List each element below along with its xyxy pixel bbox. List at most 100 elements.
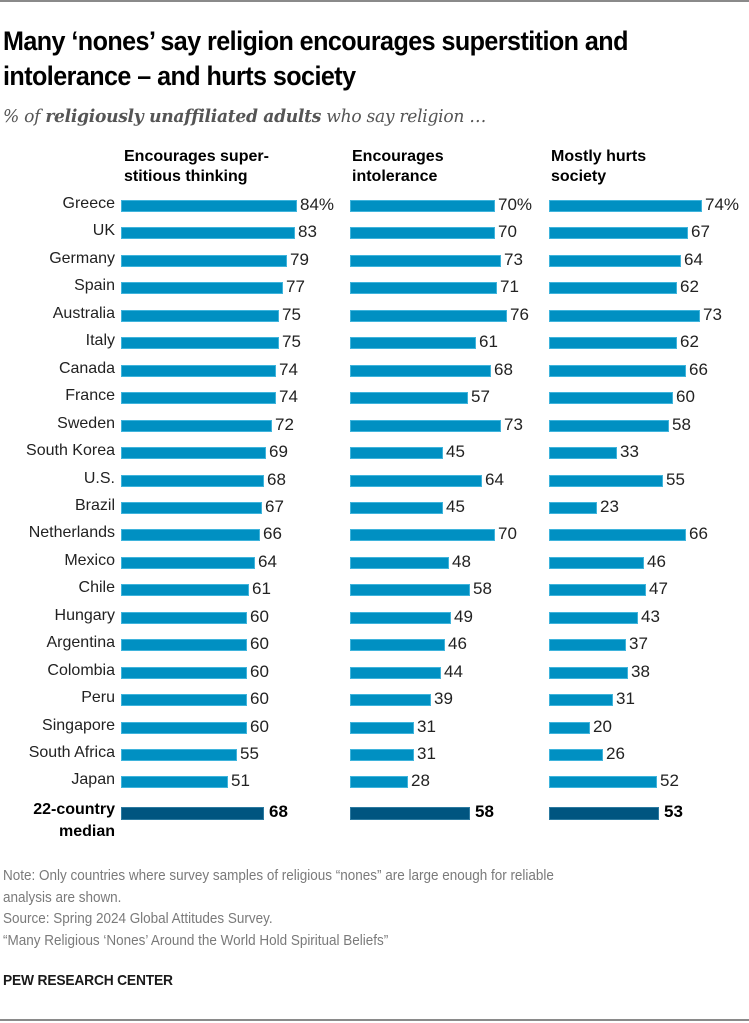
bar-3[interactable] (549, 667, 628, 679)
bar-3[interactable] (549, 557, 644, 569)
bar-2[interactable] (350, 282, 497, 294)
bar-3[interactable] (549, 337, 677, 349)
bar-1[interactable] (121, 639, 247, 651)
bar-2[interactable] (350, 612, 451, 624)
chart-title: Many ‘nones’ say religion encourages sup… (3, 24, 696, 94)
value-label: 44 (444, 662, 463, 681)
bar-3[interactable] (549, 282, 677, 294)
value-label: 64 (485, 470, 504, 489)
bar-3[interactable] (549, 227, 688, 239)
bar-2[interactable] (350, 475, 482, 487)
bar-3[interactable] (549, 475, 663, 487)
value-label: 76 (510, 305, 529, 324)
value-label: 62 (680, 332, 699, 351)
bar-3[interactable] (549, 722, 590, 734)
bar-3[interactable] (549, 776, 657, 788)
bar-2[interactable] (350, 722, 414, 734)
bar-1[interactable] (121, 337, 279, 349)
bar-3[interactable] (549, 365, 686, 377)
bar-3[interactable] (549, 392, 673, 404)
country-label: Sweden (57, 415, 115, 432)
bar-1[interactable] (121, 282, 283, 294)
bar-2[interactable] (350, 502, 443, 514)
bar-1[interactable] (121, 722, 247, 734)
bar-1[interactable] (121, 502, 262, 514)
bar-3[interactable] (549, 529, 686, 541)
value-label: 71 (500, 277, 519, 296)
bar-2[interactable] (350, 365, 491, 377)
country-label: Greece (62, 195, 115, 212)
panel-header-hurts-society: Mostly hurts society (551, 147, 646, 187)
bar-3[interactable] (549, 447, 617, 459)
value-label: 52 (660, 771, 679, 790)
bar-2[interactable] (350, 557, 449, 569)
country-label: Peru (81, 689, 115, 706)
bar-2[interactable] (350, 420, 501, 432)
value-label: 70% (498, 195, 533, 214)
bar-2[interactable] (350, 255, 501, 267)
bar-2[interactable] (350, 749, 414, 761)
median-bar-2[interactable] (350, 807, 470, 820)
bar-1[interactable] (121, 255, 287, 267)
bar-3[interactable] (549, 612, 638, 624)
value-label: 45 (446, 442, 465, 461)
bar-2[interactable] (350, 227, 495, 239)
bar-2[interactable] (350, 392, 468, 404)
bar-1[interactable] (121, 310, 279, 322)
bar-1[interactable] (121, 667, 247, 679)
bar-2[interactable] (350, 447, 443, 459)
panel-header-line1: Encourages super- (124, 148, 269, 165)
bar-1[interactable] (121, 200, 297, 212)
value-label: 73 (504, 250, 523, 269)
bar-1[interactable] (121, 447, 266, 459)
bar-3[interactable] (549, 502, 597, 514)
bar-1[interactable] (121, 612, 247, 624)
value-label: 20 (593, 717, 612, 736)
bar-2[interactable] (350, 584, 470, 596)
value-label: 61 (252, 579, 271, 598)
value-label: 51 (231, 771, 250, 790)
bar-1[interactable] (121, 529, 260, 541)
bar-3[interactable] (549, 584, 646, 596)
bar-2[interactable] (350, 310, 507, 322)
bar-2[interactable] (350, 337, 476, 349)
bar-1[interactable] (121, 227, 295, 239)
value-label: 60 (250, 717, 269, 736)
bar-1[interactable] (121, 749, 237, 761)
bar-1[interactable] (121, 694, 247, 706)
value-label: 73 (504, 415, 523, 434)
bar-1[interactable] (121, 584, 249, 596)
bar-3[interactable] (549, 694, 613, 706)
bar-2[interactable] (350, 667, 441, 679)
value-label: 49 (454, 607, 473, 626)
bar-2[interactable] (350, 694, 431, 706)
bar-1[interactable] (121, 475, 264, 487)
bar-3[interactable] (549, 310, 700, 322)
bar-3[interactable] (549, 420, 669, 432)
value-label: 39 (434, 689, 453, 708)
value-label: 73 (703, 305, 722, 324)
value-label: 79 (290, 250, 309, 269)
bar-1[interactable] (121, 392, 276, 404)
median-row-label: 22-country median (33, 799, 115, 843)
median-bar-1[interactable] (121, 807, 264, 820)
bar-3[interactable] (549, 639, 626, 651)
bar-3[interactable] (549, 200, 702, 212)
bar-1[interactable] (121, 557, 255, 569)
value-label: 45 (446, 497, 465, 516)
source-line: Source: Spring 2024 Global Attitudes Sur… (3, 911, 273, 927)
value-label: 60 (250, 662, 269, 681)
bar-2[interactable] (350, 776, 408, 788)
bar-3[interactable] (549, 255, 681, 267)
value-label: 66 (263, 524, 282, 543)
bar-2[interactable] (350, 529, 495, 541)
median-bar-3[interactable] (549, 807, 659, 820)
value-label: 64 (258, 552, 277, 571)
bar-1[interactable] (121, 420, 272, 432)
bar-1[interactable] (121, 365, 276, 377)
bar-1[interactable] (121, 776, 228, 788)
value-label: 58 (672, 415, 691, 434)
bar-2[interactable] (350, 639, 445, 651)
bar-2[interactable] (350, 200, 495, 212)
bar-3[interactable] (549, 749, 603, 761)
